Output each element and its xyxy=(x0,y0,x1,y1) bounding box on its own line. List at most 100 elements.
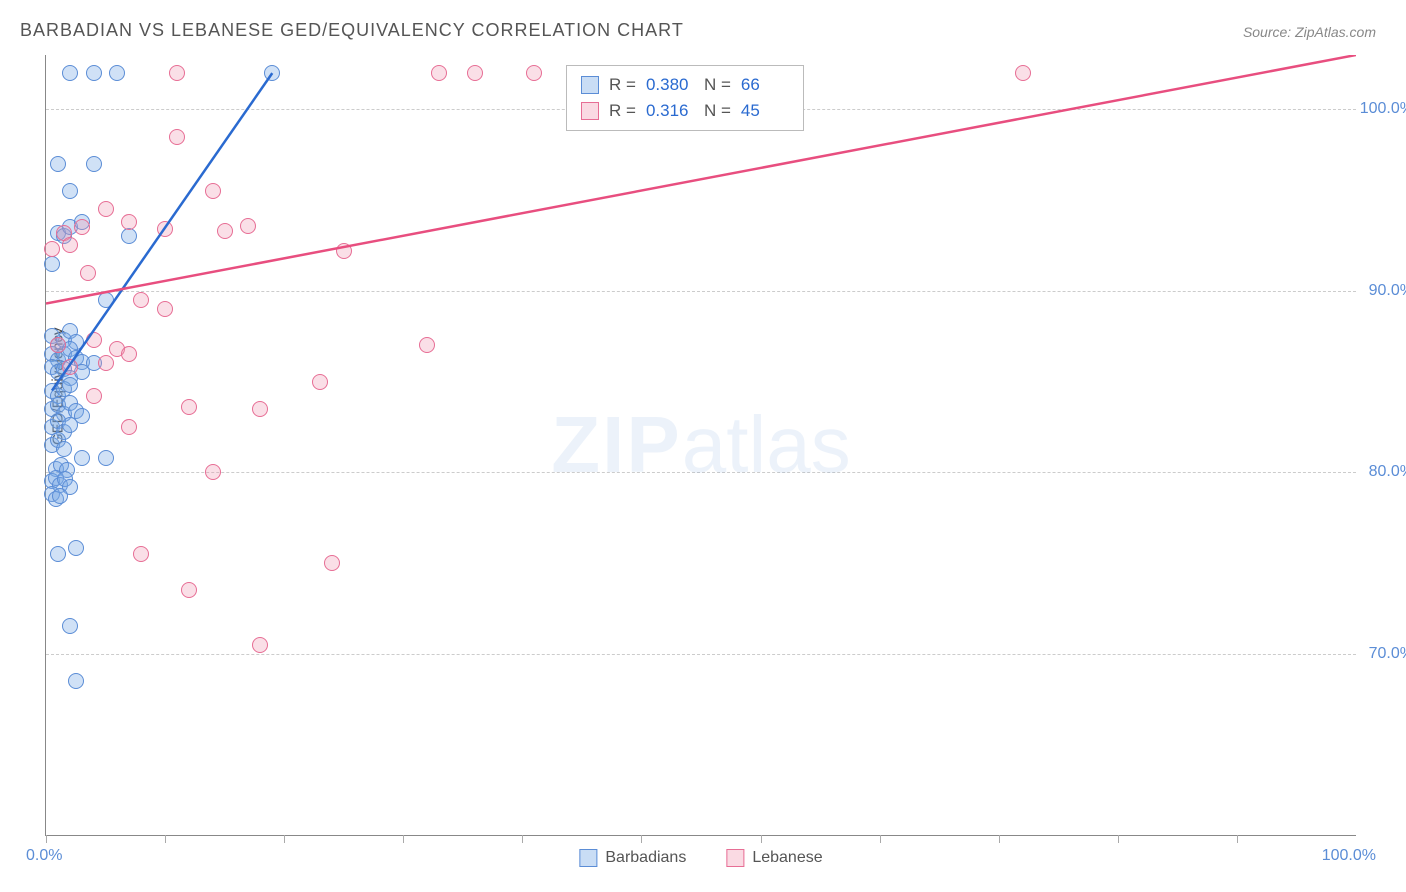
n-label: N = xyxy=(704,101,731,121)
trend-lines xyxy=(46,55,1356,835)
data-point xyxy=(98,292,114,308)
data-point xyxy=(1015,65,1031,81)
data-point xyxy=(157,221,173,237)
xtick xyxy=(641,835,642,843)
data-point xyxy=(336,243,352,259)
xtick xyxy=(761,835,762,843)
data-point xyxy=(169,129,185,145)
data-point xyxy=(121,419,137,435)
data-point xyxy=(62,618,78,634)
xtick xyxy=(403,835,404,843)
watermark-atlas: atlas xyxy=(682,400,851,489)
ytick-label: 80.0% xyxy=(1359,463,1406,481)
data-point xyxy=(312,374,328,390)
swatch-series2-icon xyxy=(581,102,599,120)
data-point xyxy=(62,359,78,375)
data-point xyxy=(62,65,78,81)
data-point xyxy=(62,417,78,433)
data-point xyxy=(121,346,137,362)
ytick-label: 70.0% xyxy=(1359,645,1406,663)
data-point xyxy=(68,673,84,689)
series1-name: Barbadians xyxy=(605,849,686,867)
ytick-label: 100.0% xyxy=(1359,100,1406,118)
data-point xyxy=(181,399,197,415)
n-label: N = xyxy=(704,75,731,95)
watermark-zip: ZIP xyxy=(551,400,681,489)
data-point xyxy=(205,183,221,199)
legend-stats-row-2: R = 0.316 N = 45 xyxy=(581,98,789,124)
data-point xyxy=(109,65,125,81)
data-point xyxy=(252,637,268,653)
data-point xyxy=(217,223,233,239)
xtick xyxy=(522,835,523,843)
data-point xyxy=(86,388,102,404)
data-point xyxy=(419,337,435,353)
legend-stats-row-1: R = 0.380 N = 66 xyxy=(581,72,789,98)
legend-item-2: Lebanese xyxy=(726,849,822,867)
xtick xyxy=(999,835,1000,843)
data-point xyxy=(74,219,90,235)
data-point xyxy=(86,332,102,348)
data-point xyxy=(52,488,68,504)
xtick xyxy=(284,835,285,843)
data-point xyxy=(68,540,84,556)
data-point xyxy=(62,377,78,393)
data-point xyxy=(133,546,149,562)
data-point xyxy=(98,355,114,371)
swatch-series1-icon xyxy=(581,76,599,94)
n-value-2: 45 xyxy=(741,101,789,121)
data-point xyxy=(205,464,221,480)
data-point xyxy=(431,65,447,81)
data-point xyxy=(133,292,149,308)
data-point xyxy=(50,546,66,562)
data-point xyxy=(252,401,268,417)
series2-name: Lebanese xyxy=(752,849,822,867)
xtick xyxy=(46,835,47,843)
data-point xyxy=(74,450,90,466)
data-point xyxy=(56,441,72,457)
swatch-series2-icon xyxy=(726,849,744,867)
data-point xyxy=(526,65,542,81)
data-point xyxy=(324,555,340,571)
data-point xyxy=(86,65,102,81)
legend-stats: R = 0.380 N = 66 R = 0.316 N = 45 xyxy=(566,65,804,131)
xtick xyxy=(880,835,881,843)
data-point xyxy=(50,337,66,353)
ytick-label: 90.0% xyxy=(1359,282,1406,300)
plot-area: GED/Equivalency ZIPatlas R = 0.380 N = 6… xyxy=(45,55,1356,836)
data-point xyxy=(121,214,137,230)
xtick-label-max: 100.0% xyxy=(1322,847,1376,865)
legend-item-1: Barbadians xyxy=(579,849,686,867)
source-label: Source: ZipAtlas.com xyxy=(1243,24,1376,40)
data-point xyxy=(98,450,114,466)
xtick xyxy=(1237,835,1238,843)
gridline-h xyxy=(46,291,1356,292)
data-point xyxy=(98,201,114,217)
xtick xyxy=(165,835,166,843)
gridline-h xyxy=(46,654,1356,655)
watermark: ZIPatlas xyxy=(551,399,850,491)
n-value-1: 66 xyxy=(741,75,789,95)
r-label: R = xyxy=(609,75,636,95)
legend-series: Barbadians Lebanese xyxy=(579,849,822,867)
data-point xyxy=(62,237,78,253)
data-point xyxy=(44,241,60,257)
data-point xyxy=(62,183,78,199)
chart-title: BARBADIAN VS LEBANESE GED/EQUIVALENCY CO… xyxy=(20,20,684,41)
data-point xyxy=(264,65,280,81)
data-point xyxy=(467,65,483,81)
data-point xyxy=(44,256,60,272)
xtick xyxy=(1118,835,1119,843)
r-value-2: 0.316 xyxy=(646,101,694,121)
data-point xyxy=(121,228,137,244)
data-point xyxy=(240,218,256,234)
xtick-label-min: 0.0% xyxy=(26,847,62,865)
data-point xyxy=(181,582,197,598)
data-point xyxy=(86,156,102,172)
data-point xyxy=(157,301,173,317)
swatch-series1-icon xyxy=(579,849,597,867)
data-point xyxy=(50,156,66,172)
data-point xyxy=(80,265,96,281)
r-label: R = xyxy=(609,101,636,121)
data-point xyxy=(169,65,185,81)
